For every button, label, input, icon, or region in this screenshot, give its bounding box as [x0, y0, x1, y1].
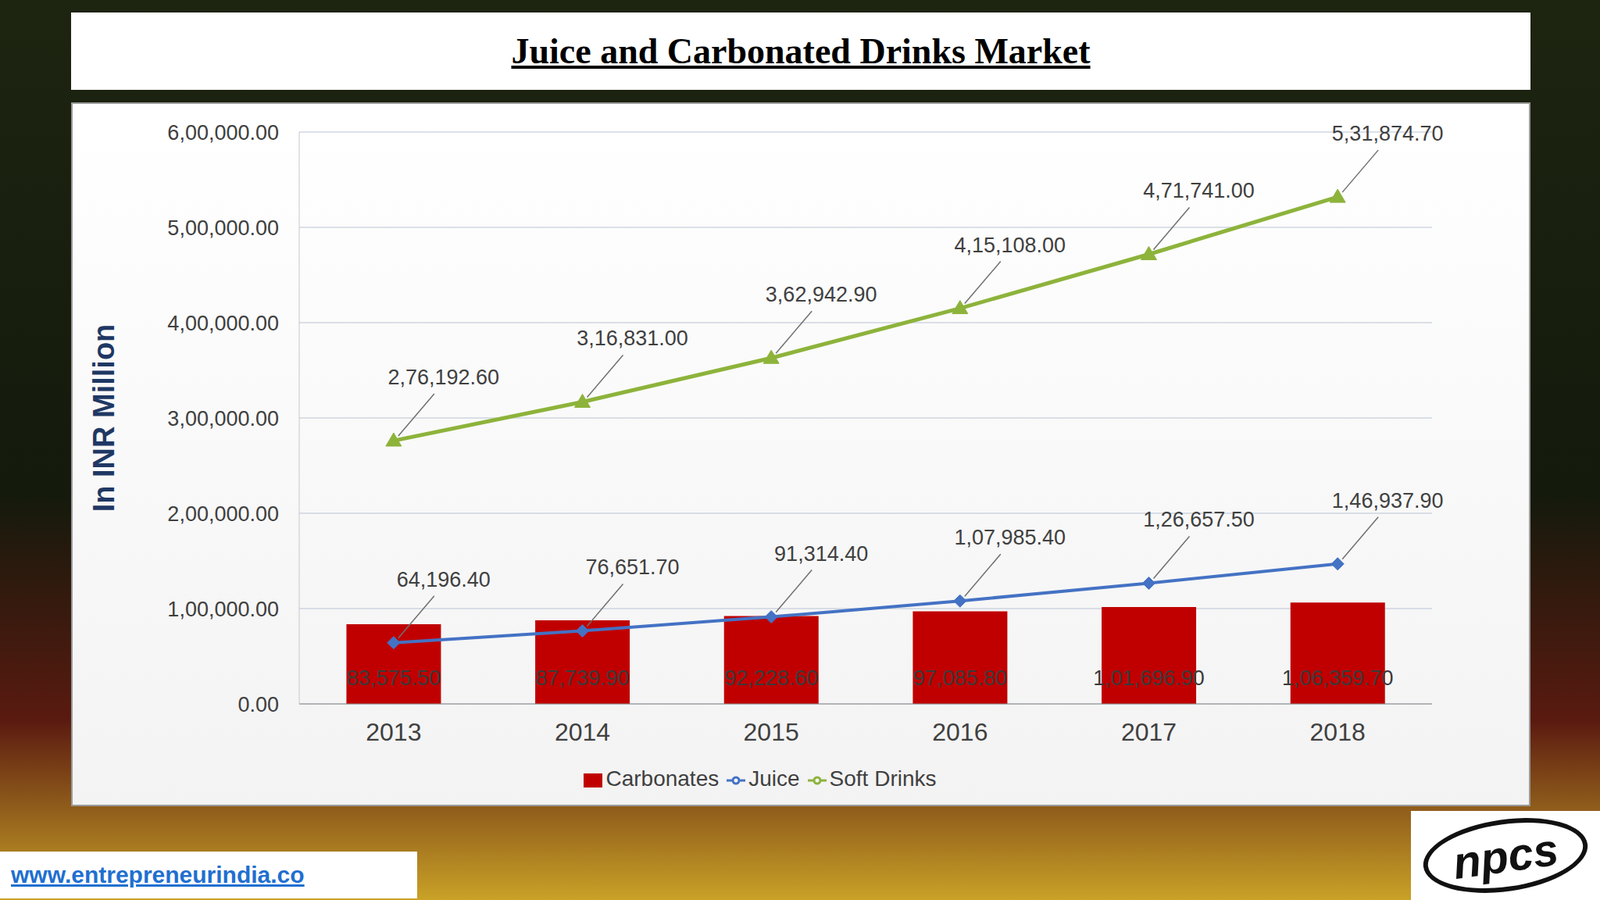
svg-text:2014: 2014	[554, 717, 611, 747]
svg-text:4,71,741.00: 4,71,741.00	[1142, 178, 1255, 203]
html-text:Juice: Juice	[748, 766, 800, 791]
html-text:npcs: npcs	[1449, 822, 1562, 888]
svg-text:4,00,000.00: 4,00,000.00	[167, 311, 279, 336]
svg-text:83,575.50: 83,575.50	[346, 666, 441, 690]
svg-text:1,26,657.50: 1,26,657.50	[1142, 507, 1255, 532]
html-text:Juice and Carbonated Drinks Ma: Juice and Carbonated Drinks Market	[511, 31, 1091, 72]
svg-text:4,15,108.00: 4,15,108.00	[954, 233, 1067, 258]
html-text:www.entrepreneurindia.co: www.entrepreneurindia.co	[10, 861, 305, 888]
svg-text:64,196.40: 64,196.40	[396, 567, 491, 592]
svg-text:In INR Million: In INR Million	[87, 324, 121, 513]
svg-text:2013: 2013	[365, 717, 422, 747]
svg-text:97,085.80: 97,085.80	[913, 666, 1008, 690]
svg-text:2,00,000.00: 2,00,000.00	[167, 502, 279, 526]
svg-text:5,31,874.70: 5,31,874.70	[1332, 121, 1444, 146]
svg-text:2018: 2018	[1310, 717, 1366, 747]
svg-text:2017: 2017	[1121, 717, 1177, 747]
svg-text:92,228.60: 92,228.60	[724, 666, 818, 690]
svg-text:87,739.90: 87,739.90	[535, 666, 630, 690]
svg-text:3,00,000.00: 3,00,000.00	[167, 407, 279, 431]
html-text:Carbonates: Carbonates	[605, 766, 719, 791]
svg-text:2016: 2016	[932, 717, 988, 747]
svg-text:2,76,192.60: 2,76,192.60	[388, 365, 500, 390]
svg-text:6,00,000.00: 6,00,000.00	[167, 121, 279, 145]
svg-text:1,06,359.70: 1,06,359.70	[1282, 666, 1394, 690]
svg-text:1,07,985.40: 1,07,985.40	[954, 525, 1067, 550]
html-text:Soft Drinks: Soft Drinks	[829, 766, 937, 791]
svg-text:5,00,000.00: 5,00,000.00	[167, 216, 279, 240]
svg-text:2015: 2015	[743, 717, 800, 747]
svg-text:76,651.70: 76,651.70	[585, 555, 679, 579]
svg-text:91,314.40: 91,314.40	[774, 542, 868, 566]
svg-text:0.00: 0.00	[237, 692, 279, 717]
svg-text:3,16,831.00: 3,16,831.00	[576, 326, 689, 350]
svg-text:1,00,000.00: 1,00,000.00	[167, 597, 279, 622]
svg-text:1,01,696.90: 1,01,696.90	[1092, 666, 1205, 690]
svg-text:3,62,942.90: 3,62,942.90	[765, 282, 878, 307]
svg-text:1,46,937.90: 1,46,937.90	[1332, 489, 1444, 513]
